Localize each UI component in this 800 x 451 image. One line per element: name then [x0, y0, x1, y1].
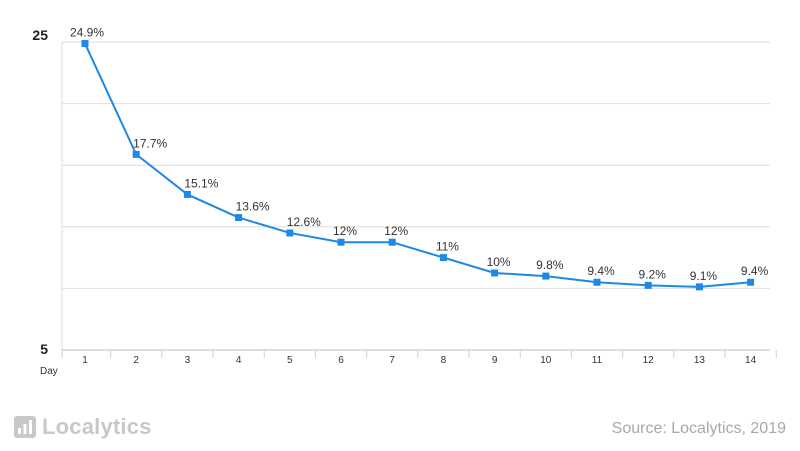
x-tick-label: 2	[133, 355, 139, 366]
data-label: 15.1%	[184, 176, 218, 190]
data-label: 12.6%	[287, 215, 321, 229]
y-tick-label: 25	[32, 27, 48, 43]
data-label: 9.2%	[639, 267, 667, 281]
data-label: 9.4%	[741, 264, 769, 278]
series-line	[84, 43, 751, 288]
data-point	[388, 238, 396, 246]
x-tick-label: 6	[338, 355, 344, 366]
data-label: 9.8%	[536, 258, 564, 272]
data-point	[337, 238, 345, 246]
source-caption: Source: Localytics, 2019	[611, 420, 786, 437]
x-tick-label: 3	[185, 355, 191, 366]
localytics-logo-icon	[14, 416, 36, 438]
data-label: 13.6%	[236, 200, 270, 214]
data-point	[183, 190, 191, 198]
localytics-logo: Localytics	[14, 414, 152, 440]
x-tick-label: 5	[287, 355, 293, 366]
data-point	[81, 40, 89, 48]
x-tick-label: 7	[389, 355, 395, 366]
data-label: 12%	[333, 224, 357, 238]
data-point	[644, 281, 652, 289]
data-point	[593, 278, 601, 286]
data-label: 11%	[436, 240, 459, 254]
x-tick-label: 8	[441, 355, 447, 366]
data-point	[695, 283, 703, 291]
data-point	[491, 269, 499, 277]
data-label: 24.9%	[70, 26, 104, 40]
data-point	[286, 229, 294, 237]
data-point	[132, 150, 140, 158]
data-label: 9.4%	[587, 264, 615, 278]
data-label: 12%	[384, 224, 408, 238]
y-tick-label: 5	[40, 341, 48, 357]
data-label: 17.7%	[133, 136, 167, 150]
x-tick-label: 1	[82, 355, 88, 366]
x-tick-label: 10	[540, 355, 552, 366]
data-point	[439, 254, 447, 262]
data-label: 10%	[487, 255, 511, 269]
x-tick-label: 13	[694, 355, 706, 366]
data-point	[542, 272, 550, 280]
x-tick-label: 14	[745, 355, 757, 366]
data-label: 9.1%	[690, 269, 718, 283]
logo-text: Localytics	[42, 414, 152, 439]
x-tick-label: 12	[643, 355, 655, 366]
x-tick-label: 9	[492, 355, 498, 366]
data-point	[747, 278, 755, 286]
x-axis-label: Day	[40, 366, 58, 377]
x-tick-label: 4	[236, 355, 242, 366]
x-tick-label: 11	[592, 355, 603, 366]
data-point	[235, 214, 243, 222]
